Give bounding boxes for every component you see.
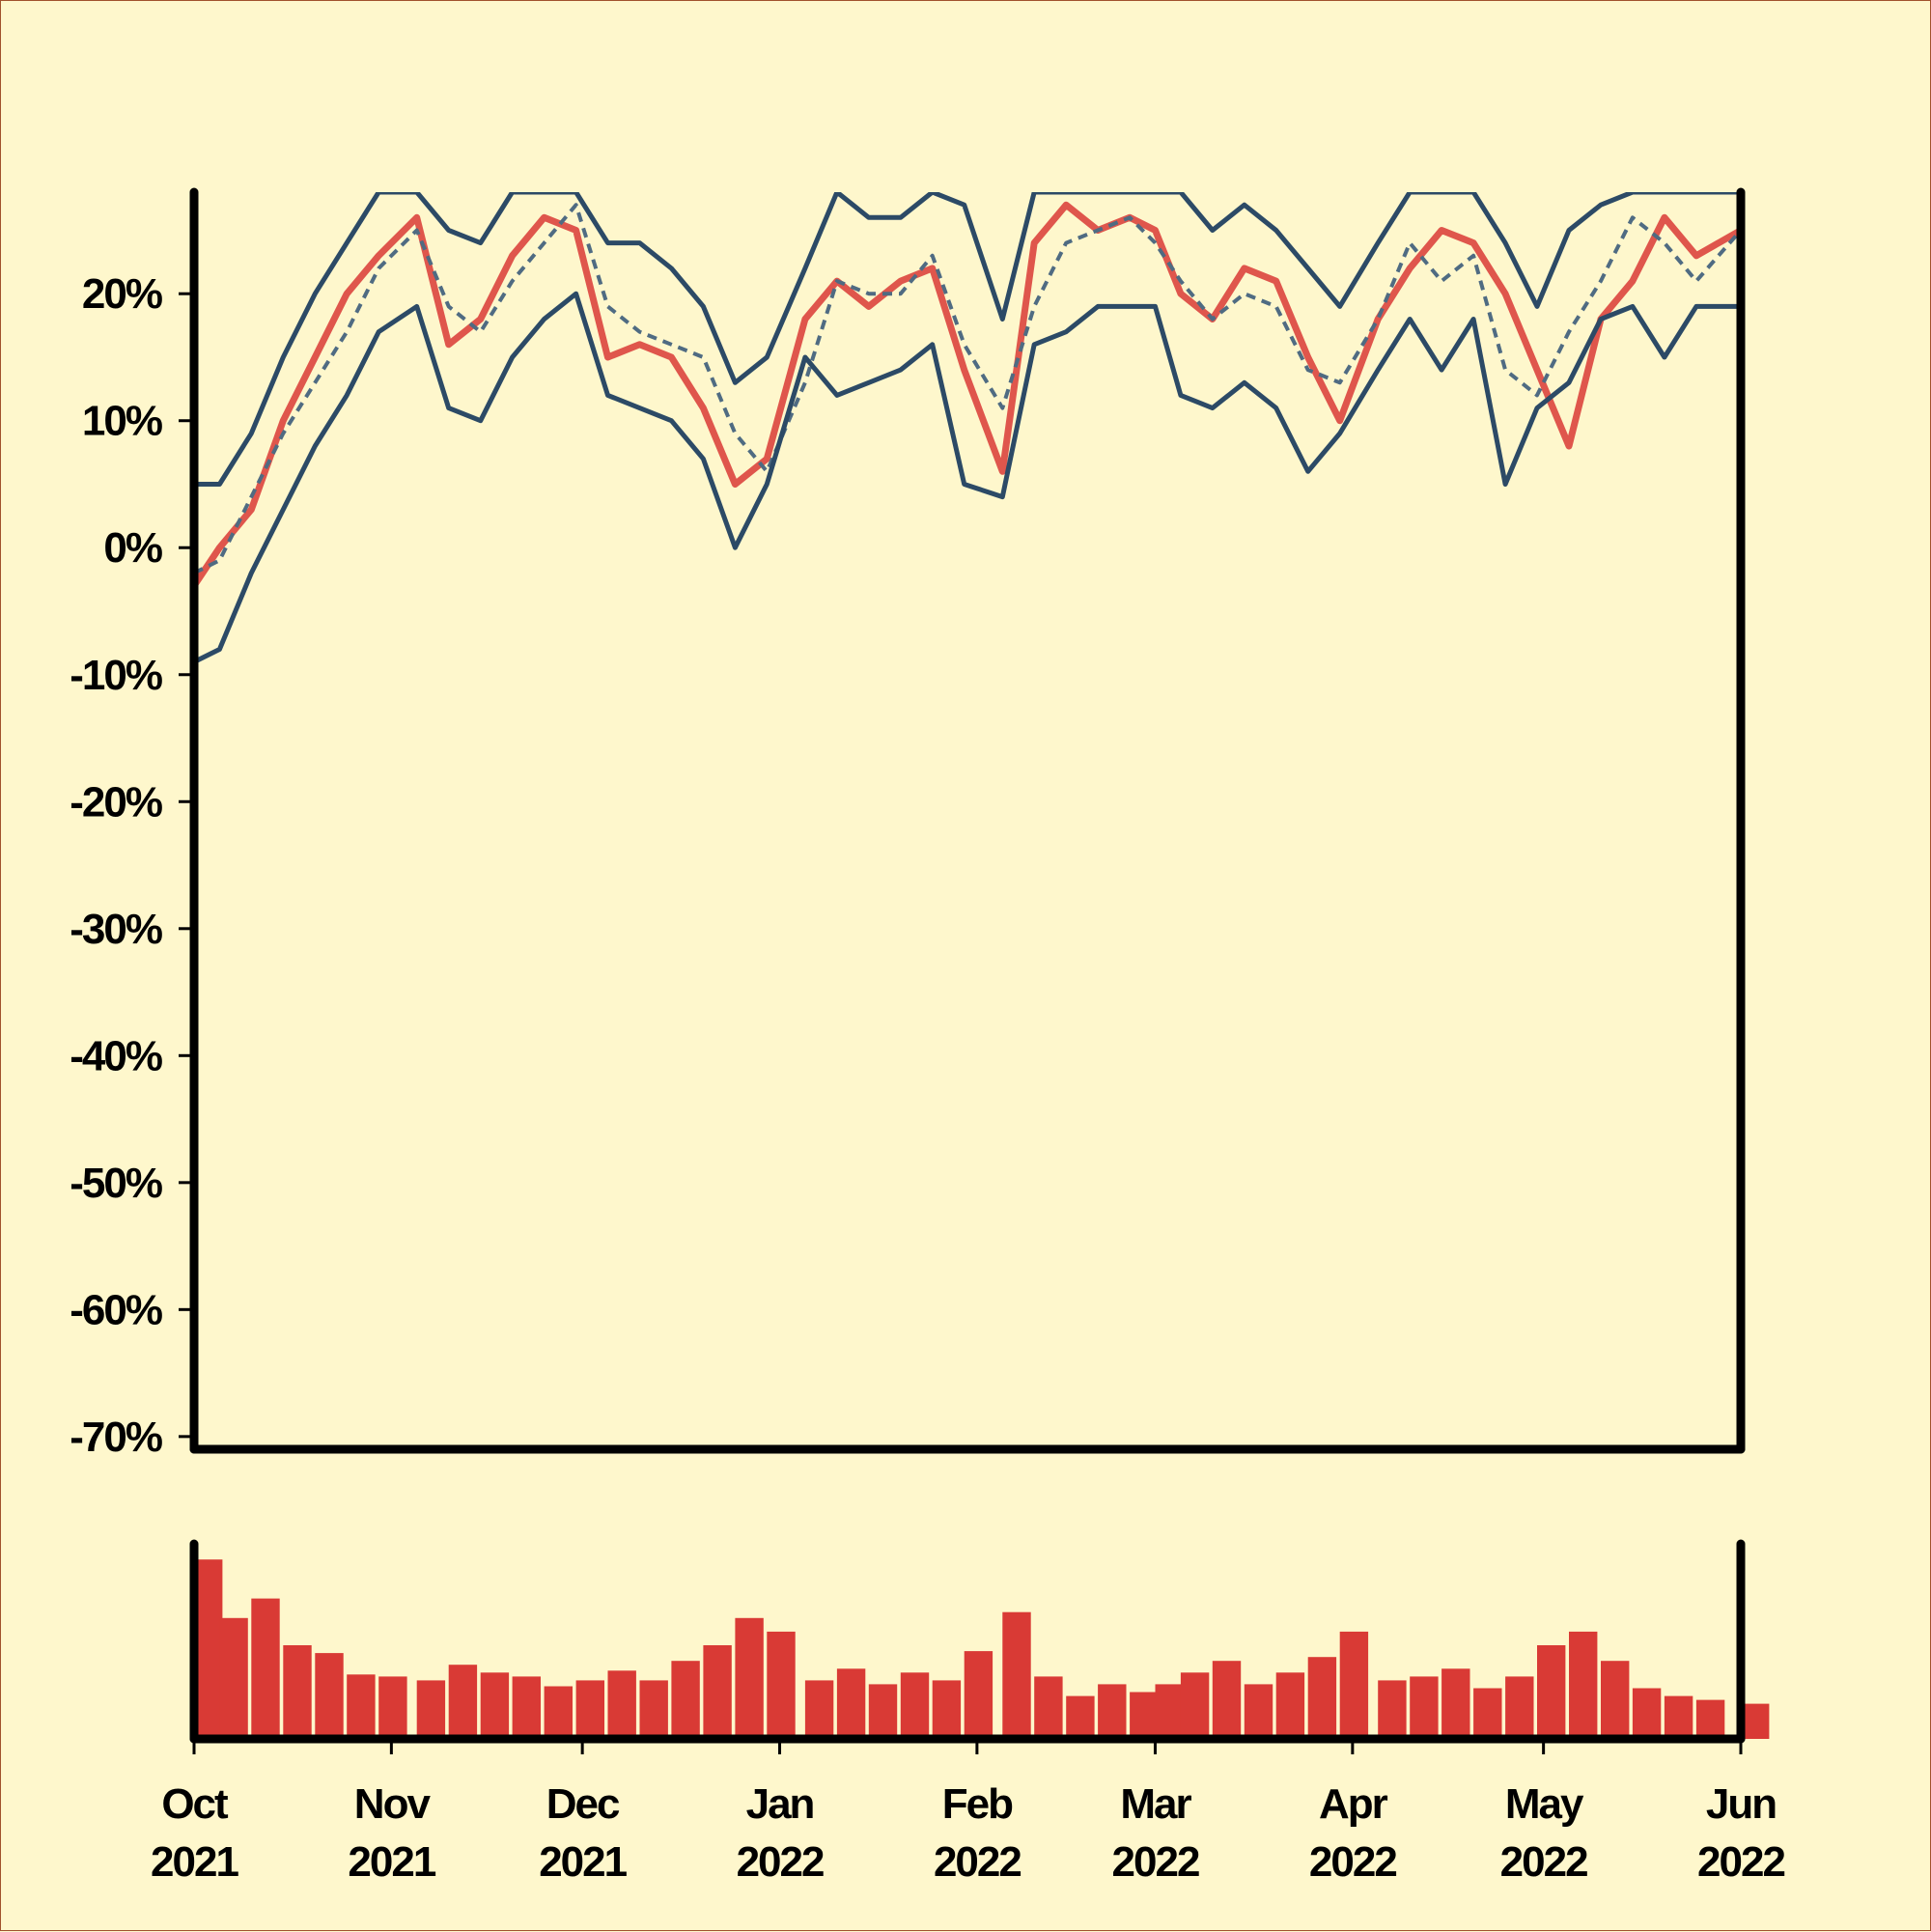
volume-bar [964,1651,993,1739]
volume-bar [251,1598,280,1739]
volume-bar [575,1680,604,1739]
volume-bar [900,1672,930,1739]
series-upper-band-line [194,192,1741,487]
volume-bar [1180,1672,1210,1739]
x-tick-label-year: 2022 [1112,1838,1199,1886]
volume-bar [1244,1684,1273,1739]
volume-bar [219,1617,248,1739]
volume-bar [1537,1645,1566,1739]
volume-bar [1066,1695,1095,1739]
volume-bar [1130,1692,1159,1739]
volume-bar [1741,1703,1770,1739]
volume-bar [1212,1661,1242,1739]
x-tick-label-month: Feb [942,1780,1013,1828]
volume-bar [1410,1676,1439,1739]
volume-bar [868,1684,898,1739]
y-tick-label: -50% [70,1160,162,1207]
volume-bar [347,1674,376,1739]
volume-bar [194,1559,223,1739]
x-tick-label-month: Dec [546,1780,620,1828]
volume-bar [735,1617,764,1739]
x-tick-label-month: Jun [1706,1780,1776,1828]
volume-bar [767,1631,796,1739]
series-lower-band-line [194,291,1741,664]
x-tick-label-year: 2021 [151,1838,238,1886]
volume-bar [1002,1611,1031,1739]
x-tick-label-year: 2022 [1500,1838,1587,1886]
volume-bar [1307,1657,1337,1739]
volume-bar [1034,1676,1063,1739]
volume-bar [607,1670,636,1739]
volume-bar [1601,1661,1630,1739]
volume-bar [1569,1631,1598,1739]
x-tick-label-month: Mar [1120,1780,1191,1828]
volume-bar [1275,1672,1305,1739]
volume-bar [639,1680,668,1739]
volume-bar [1155,1684,1184,1739]
volume-bar [544,1686,573,1739]
y-tick-label: -70% [70,1414,162,1461]
x-tick-label-month: Oct [161,1780,229,1828]
volume-plot-area [189,1539,1770,1744]
volume-bar [378,1676,407,1739]
volume-bar [1098,1684,1127,1739]
main-plot-area [189,187,1746,1454]
volume-bar [1695,1699,1725,1739]
y-tick-label: 0% [103,524,161,572]
series-value-line [194,201,1741,588]
y-tick-label: -40% [70,1032,162,1079]
x-tick-label-month: Apr [1319,1780,1388,1828]
volume-bar [448,1665,478,1739]
y-tick-label: 10% [82,398,162,445]
volume-bar [1664,1695,1693,1739]
x-tick-label-year: 2022 [737,1838,824,1886]
volume-bar [1473,1688,1502,1739]
x-tick-label-month: Jan [746,1780,814,1828]
volume-bar [836,1668,866,1739]
volume-bar [416,1680,446,1739]
y-tick-label: 20% [82,270,162,318]
volume-bar [932,1680,962,1739]
x-axis: Oct 2021 Nov 2021 Dec 2021 Jan 2022 Feb 2022 Mar 20… [151,1739,1786,1886]
x-tick-label-year: 2022 [1309,1838,1396,1886]
volume-bar [480,1672,510,1739]
volume-bar [703,1645,732,1739]
series-moving-average-line [194,203,1741,575]
volume-bar [1339,1631,1369,1739]
volume-bar [512,1676,541,1739]
x-tick-label-year: 2022 [1697,1838,1784,1886]
x-tick-label-month: May [1505,1780,1584,1828]
x-tick-label-year: 2021 [348,1838,435,1886]
x-tick-label-month: Nov [354,1780,432,1828]
volume-bar [1505,1676,1534,1739]
volume-bar [315,1653,344,1739]
x-tick-label-year: 2021 [539,1838,627,1886]
volume-bar [283,1645,312,1739]
volume-bar [1441,1668,1470,1739]
y-tick-label: -10% [70,652,162,699]
volume-bar [671,1661,700,1739]
volume-bar [1632,1688,1662,1739]
volume-bar [804,1680,834,1739]
y-tick-label: -60% [70,1286,162,1333]
x-tick-label-year: 2022 [934,1838,1021,1886]
y-axis: 20% 10% 0% -10% -20% -30% -40% -50% -60% -70% [70,270,194,1461]
y-tick-label: -20% [70,778,162,826]
y-tick-label: -30% [70,906,162,953]
volume-bar [1378,1680,1407,1739]
